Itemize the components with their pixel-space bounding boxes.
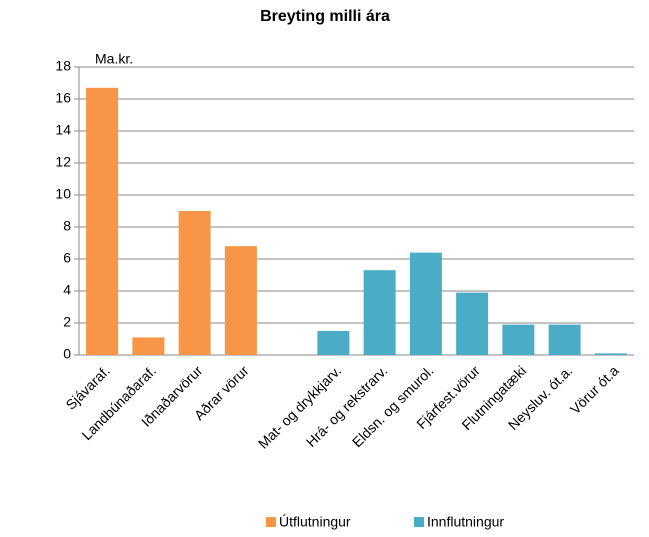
y-tick-label: 8 (63, 218, 71, 234)
y-tick-label: 4 (63, 282, 71, 298)
y-tick-label: 18 (55, 58, 71, 74)
y-tick-label: 0 (63, 346, 71, 362)
legend-swatch (266, 517, 276, 527)
x-tick-label: Hrá- og rekstrarv. (303, 362, 391, 450)
legend-label: Innflutningur (427, 514, 504, 530)
y-tick-label: 6 (63, 250, 71, 266)
bar (178, 211, 211, 355)
y-tick-label: 12 (55, 154, 71, 170)
legend-swatch (414, 517, 424, 527)
bar (456, 292, 489, 355)
y-axis-label: Ma.kr. (95, 51, 133, 67)
y-tick-label: 14 (55, 122, 71, 138)
y-tick-label: 10 (55, 186, 71, 202)
bar (132, 337, 165, 355)
bar (409, 252, 442, 355)
bar (317, 331, 350, 355)
y-tick-label: 16 (55, 90, 71, 106)
chart-title: Breyting milli ára (260, 8, 390, 25)
bar (548, 324, 581, 355)
bar (502, 324, 535, 355)
bar (86, 87, 119, 356)
x-tick-label: Eldsn. og smurol. (349, 362, 437, 450)
legend-label: Útflutningur (279, 514, 351, 530)
bar (363, 270, 396, 355)
y-tick-label: 2 (63, 314, 71, 330)
x-tick-label: Vörur ót.a (567, 362, 622, 417)
x-tick-label: Mat- og drykkjarv. (255, 362, 344, 451)
bar (594, 353, 627, 355)
bar (224, 246, 257, 355)
